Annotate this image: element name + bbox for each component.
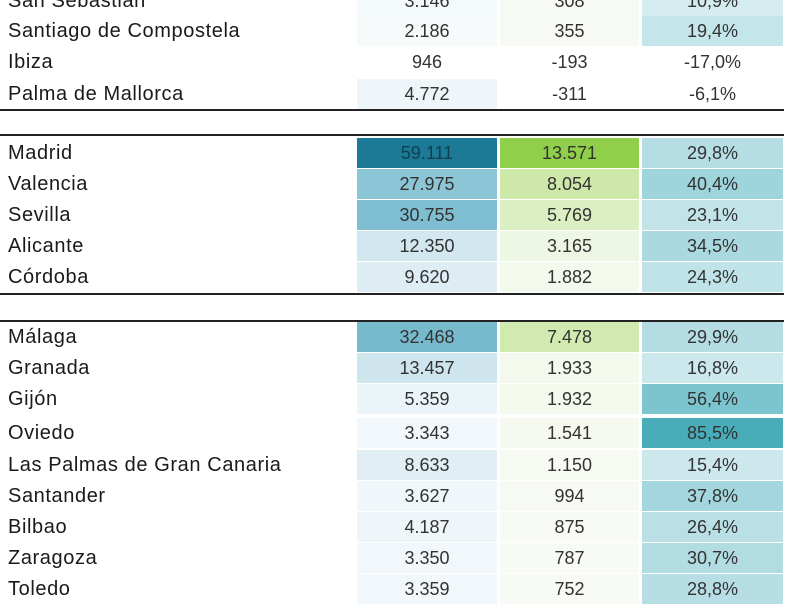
table-row: Málaga 32.468 7.478 29,9%: [0, 322, 800, 352]
value-col3: 34,5%: [642, 231, 783, 261]
value-col2: 13.571: [500, 138, 639, 168]
value-col3: -17,0%: [642, 47, 783, 77]
value-col1: 946: [357, 47, 497, 77]
city-name: Gijón: [8, 388, 58, 410]
value-col3: -6,1%: [642, 79, 783, 109]
city-name: Oviedo: [8, 422, 75, 444]
table-row: Madrid 59.111 13.571 29,8%: [0, 138, 800, 168]
value-col2: 994: [500, 481, 639, 511]
value-col1: 3.359: [357, 574, 497, 604]
city-name: Toledo: [8, 578, 71, 600]
table-row: Oviedo 3.343 1.541 85,5%: [0, 418, 800, 448]
value-col2: 8.054: [500, 169, 639, 199]
table-row: Toledo 3.359 752 28,8%: [0, 574, 800, 604]
table-row: Córdoba 9.620 1.882 24,3%: [0, 262, 800, 292]
table-row: Alicante 12.350 3.165 34,5%: [0, 231, 800, 261]
value-col3: 85,5%: [642, 418, 783, 448]
value-col2: 308: [500, 0, 639, 16]
table-row: Santiago de Compostela 2.186 355 19,4%: [0, 16, 800, 46]
city-name: Santiago de Compostela: [8, 20, 241, 42]
value-col2: 752: [500, 574, 639, 604]
value-col3: 26,4%: [642, 512, 783, 542]
table-row: Zaragoza 3.350 787 30,7%: [0, 543, 800, 573]
value-col3: 15,4%: [642, 450, 783, 480]
city-name: Las Palmas de Gran Canaria: [8, 454, 282, 476]
value-col2: 355: [500, 16, 639, 46]
city-name: Alicante: [8, 235, 84, 257]
table-row: Gijón 5.359 1.932 56,4%: [0, 384, 800, 414]
value-col1: 4.187: [357, 512, 497, 542]
city-name: Palma de Mallorca: [8, 83, 184, 105]
value-col1: 12.350: [357, 231, 497, 261]
value-col2: 1.932: [500, 384, 639, 414]
section-divider: [0, 293, 784, 295]
value-col1: 27.975: [357, 169, 497, 199]
city-name: San Sebastián: [8, 0, 146, 12]
city-name: Granada: [8, 357, 91, 379]
value-col1: 9.620: [357, 262, 497, 292]
value-col2: 1.933: [500, 353, 639, 383]
city-name: Sevilla: [8, 204, 72, 226]
section-divider: [0, 320, 784, 322]
value-col1: 3.350: [357, 543, 497, 573]
value-col1: 3.146: [357, 0, 497, 16]
value-col2: 875: [500, 512, 639, 542]
table-row: San Sebastián 3.146 308 10,9%: [0, 0, 800, 16]
table-row: Santander 3.627 994 37,8%: [0, 481, 800, 511]
city-name: Málaga: [8, 326, 78, 348]
table-row: Valencia 27.975 8.054 40,4%: [0, 169, 800, 199]
table-row: Ibiza 946 -193 -17,0%: [0, 47, 800, 77]
city-name: Santander: [8, 485, 106, 507]
value-col2: 787: [500, 543, 639, 573]
city-name: Zaragoza: [8, 547, 98, 569]
value-col3: 40,4%: [642, 169, 783, 199]
city-name: Valencia: [8, 173, 89, 195]
value-col1: 3.343: [357, 418, 497, 448]
city-name: Córdoba: [8, 266, 89, 288]
value-col3: 28,8%: [642, 574, 783, 604]
city-name: Ibiza: [8, 51, 54, 73]
value-col2: 7.478: [500, 322, 639, 352]
table-row: Sevilla 30.755 5.769 23,1%: [0, 200, 800, 230]
value-col3: 10,9%: [642, 0, 783, 16]
value-col3: 29,8%: [642, 138, 783, 168]
value-col3: 16,8%: [642, 353, 783, 383]
city-name: Madrid: [8, 142, 73, 164]
value-col2: 3.165: [500, 231, 639, 261]
value-col1: 8.633: [357, 450, 497, 480]
table-row: Las Palmas de Gran Canaria 8.633 1.150 1…: [0, 450, 800, 480]
value-col3: 30,7%: [642, 543, 783, 573]
value-col1: 2.186: [357, 16, 497, 46]
value-col2: -193: [500, 47, 639, 77]
value-col3: 23,1%: [642, 200, 783, 230]
table-row: Granada 13.457 1.933 16,8%: [0, 353, 800, 383]
value-col2: 1.882: [500, 262, 639, 292]
value-col3: 19,4%: [642, 16, 783, 46]
value-col3: 24,3%: [642, 262, 783, 292]
city-name: Bilbao: [8, 516, 68, 538]
value-col1: 30.755: [357, 200, 497, 230]
table-row: Bilbao 4.187 875 26,4%: [0, 512, 800, 542]
value-col2: 5.769: [500, 200, 639, 230]
value-col2: 1.541: [500, 418, 639, 448]
value-col3: 37,8%: [642, 481, 783, 511]
section-divider: [0, 109, 784, 111]
value-col1: 4.772: [357, 79, 497, 109]
value-col3: 29,9%: [642, 322, 783, 352]
value-col2: -311: [500, 79, 639, 109]
value-col2: 1.150: [500, 450, 639, 480]
table-row: Palma de Mallorca 4.772 -311 -6,1%: [0, 79, 800, 109]
value-col3: 56,4%: [642, 384, 783, 414]
value-col1: 32.468: [357, 322, 497, 352]
value-col1: 59.111: [357, 138, 497, 168]
value-col1: 13.457: [357, 353, 497, 383]
section-divider: [0, 134, 784, 136]
value-col1: 3.627: [357, 481, 497, 511]
value-col1: 5.359: [357, 384, 497, 414]
